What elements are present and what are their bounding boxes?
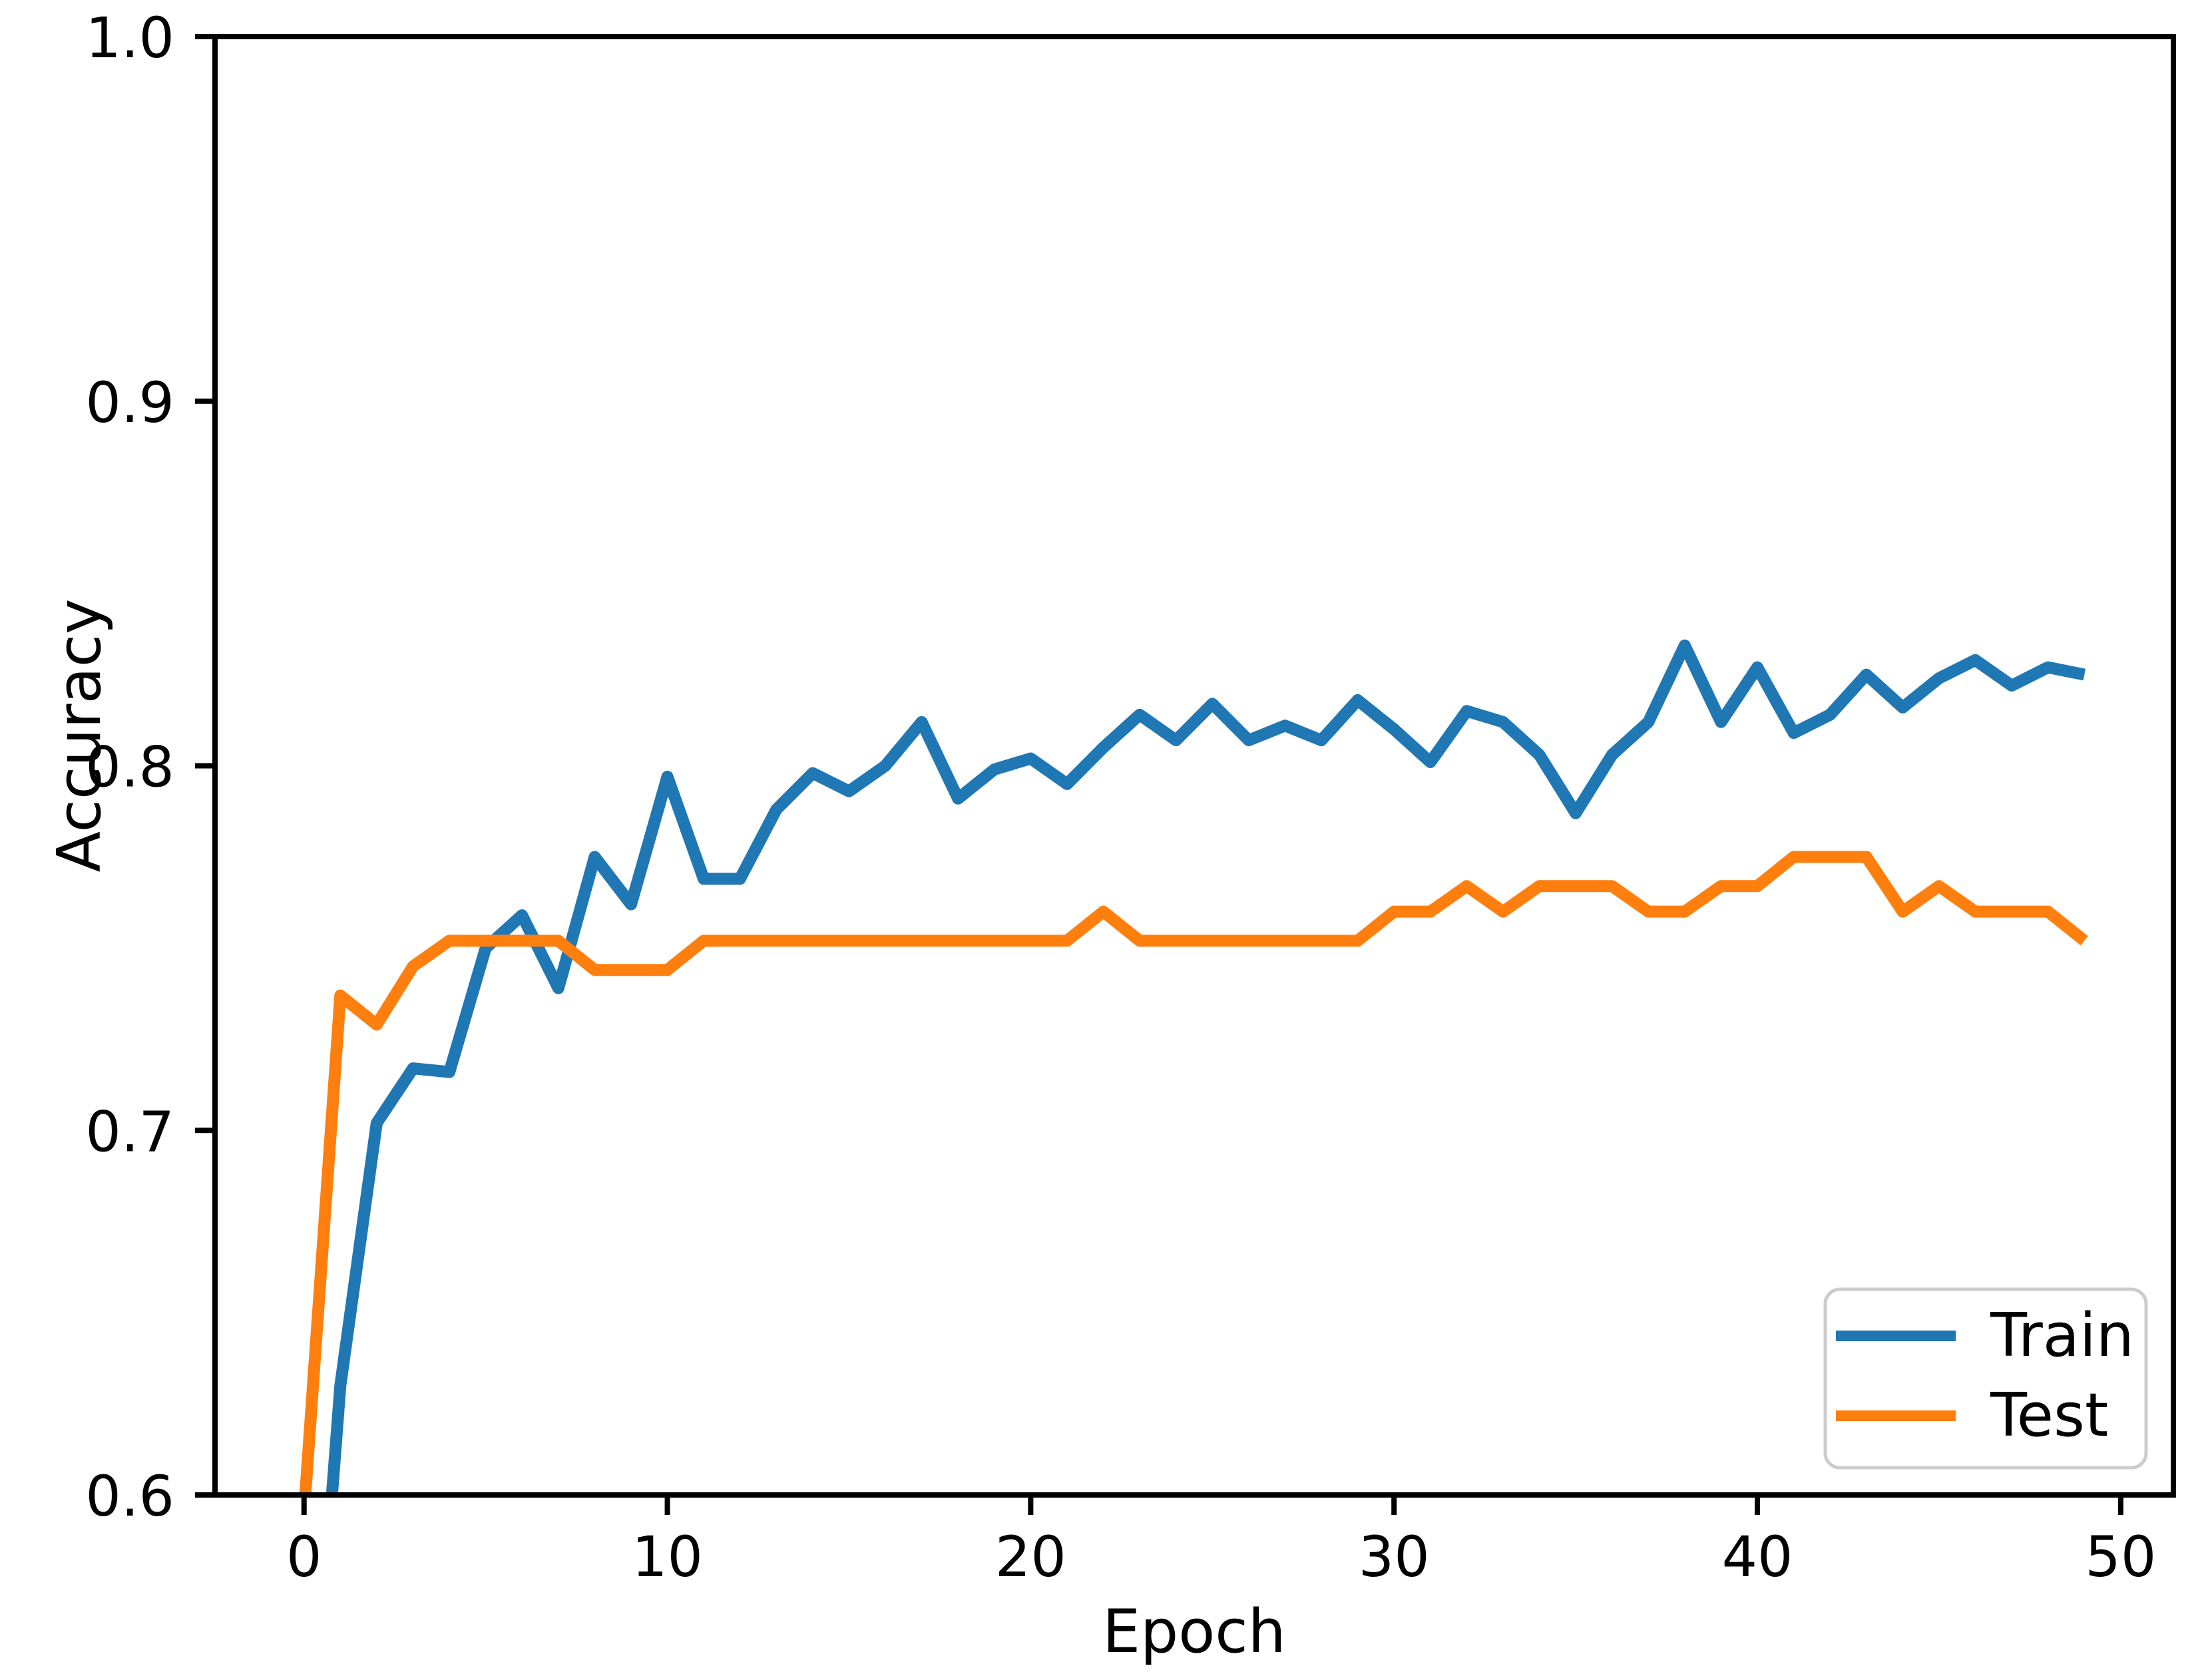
y-axis-label: Accuracy [45, 599, 114, 873]
y-axis-tick-label: 0.9 [85, 370, 174, 435]
x-axis-tick-label: 0 [286, 1524, 322, 1589]
y-axis-tick-label: 0.7 [85, 1099, 174, 1164]
legend-label-train: Train [1990, 1301, 2134, 1370]
train-line [326, 639, 2086, 1495]
x-axis-tick-label: 50 [2085, 1524, 2156, 1589]
x-axis-tick-label: 30 [1359, 1524, 1430, 1589]
legend-label-test: Test [1990, 1380, 2108, 1450]
legend: Train Test [1823, 1287, 2148, 1470]
y-axis-tick-label: 0.6 [85, 1464, 174, 1529]
y-axis-tick-label: 0.8 [85, 735, 174, 800]
y-axis-tick-label: 1.0 [85, 5, 174, 71]
x-axis-tick-label: 10 [632, 1524, 703, 1589]
test-line [299, 851, 2088, 1495]
x-axis-tick-label: 40 [1722, 1524, 1793, 1589]
x-axis-tick-label: 20 [995, 1524, 1066, 1589]
x-axis-label: Epoch [1102, 1597, 1286, 1667]
